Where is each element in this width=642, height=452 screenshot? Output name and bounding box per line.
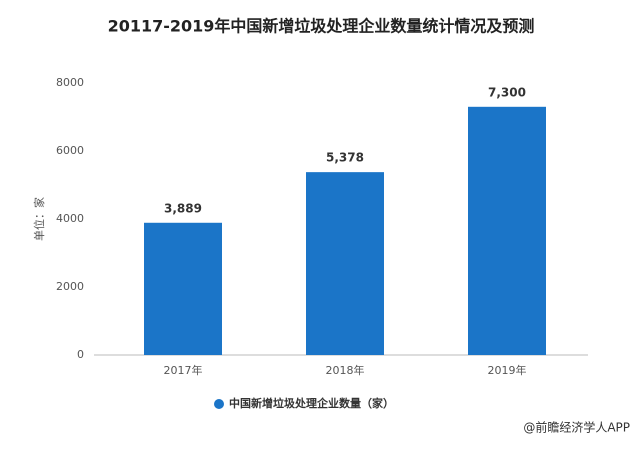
bar	[144, 222, 222, 355]
y-tick-label: 8000	[56, 76, 84, 89]
x-tick-label: 2017年	[164, 363, 203, 377]
x-tick-label: 2019年	[488, 363, 527, 377]
data-label: 5,378	[326, 151, 364, 165]
bar	[468, 106, 546, 355]
y-tick-label: 4000	[56, 212, 84, 225]
y-axis-label: 单位：家	[32, 197, 46, 241]
legend-label: 中国新增垃圾处理企业数量（家）	[229, 396, 394, 410]
source: @前瞻经济学人APP	[523, 420, 630, 435]
y-tick-label: 0	[77, 348, 84, 361]
legend-marker	[214, 399, 224, 409]
y-tick-label: 2000	[56, 280, 84, 293]
x-tick-label: 2018年	[326, 363, 365, 377]
y-tick-label: 6000	[56, 144, 84, 157]
data-label: 3,889	[164, 201, 202, 215]
chart-title: 20117-2019年中国新增垃圾处理企业数量统计情况及预测	[108, 17, 535, 36]
bar	[306, 172, 384, 355]
data-label: 7,300	[488, 85, 526, 99]
